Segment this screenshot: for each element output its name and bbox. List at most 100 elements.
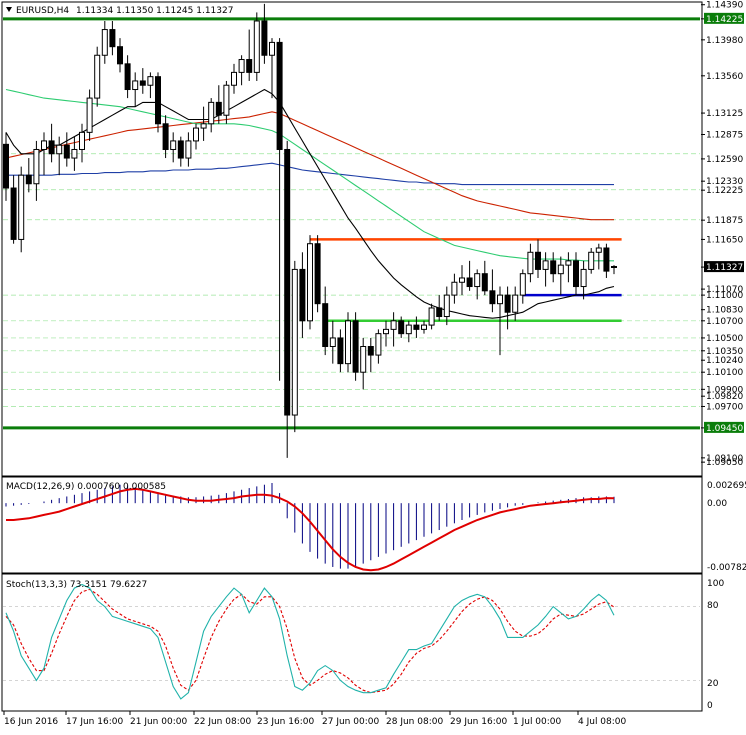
candle-body xyxy=(611,265,617,268)
candle-body xyxy=(276,41,283,150)
candle-body xyxy=(193,127,199,142)
candle-body xyxy=(223,84,230,116)
price-axis-label: 1.14390 xyxy=(706,1,743,11)
candle-body xyxy=(383,328,389,335)
ohlc-label: 1.11334 1.11350 1.11245 1.11327 xyxy=(76,6,233,16)
candle-body xyxy=(428,307,435,326)
candle-body xyxy=(56,144,63,155)
candle-body xyxy=(3,143,9,189)
time-axis: 16 Jun 2016 17 Jun 16:00 21 Jun 00:00 22 Ju… xyxy=(3,711,627,727)
stoch-main-line xyxy=(5,583,615,700)
time-axis-label: 1 Jul 00:00 xyxy=(513,717,562,727)
candle-body xyxy=(162,123,169,150)
candle-body xyxy=(413,324,420,330)
price-axis-label: 1.09820 xyxy=(706,392,743,402)
candle-body xyxy=(101,29,108,56)
time-axis-label: 22 Jun 08:00 xyxy=(194,717,251,727)
price-axis-label: 1.09900 xyxy=(706,385,743,395)
candlesticks xyxy=(3,3,617,458)
ma-mid-line xyxy=(5,88,614,262)
price-label-highlight xyxy=(704,421,744,433)
price-axis-label: 1.10500 xyxy=(706,334,743,344)
candle-body xyxy=(345,320,351,365)
candle-body xyxy=(436,307,443,318)
candle-body xyxy=(208,101,215,125)
candle-body xyxy=(215,101,222,116)
candle-body xyxy=(177,140,184,159)
stoch-axis-label: 0 xyxy=(707,701,713,711)
candle-body xyxy=(314,243,321,305)
candle-body xyxy=(466,277,473,288)
candle-body xyxy=(284,148,291,416)
candle-body xyxy=(132,80,139,91)
time-axis-label: 21 Jun 00:00 xyxy=(130,717,187,727)
time-axis-label: 27 Jun 00:00 xyxy=(322,717,379,727)
candle-body xyxy=(595,247,602,253)
dropdown-triangle-icon[interactable] xyxy=(6,7,12,12)
candle-body xyxy=(155,76,161,125)
candle-body xyxy=(170,140,177,150)
time-axis-label: 29 Jun 16:00 xyxy=(450,717,507,727)
candle-body xyxy=(269,41,275,56)
candle-body xyxy=(557,264,564,275)
candle-body xyxy=(329,337,336,348)
candle-body xyxy=(299,268,306,322)
candle-body xyxy=(86,97,93,133)
price-axis-label: 1.12225 xyxy=(706,186,743,196)
time-axis-label: 23 Jun 16:00 xyxy=(257,717,314,727)
candle-body xyxy=(535,251,541,270)
symbol-label: EURUSD,H4 xyxy=(16,6,69,16)
candle-body xyxy=(25,174,32,185)
ma-long-line xyxy=(6,162,614,186)
candle-body xyxy=(238,59,245,73)
candle-body xyxy=(41,140,47,150)
time-axis-label: 28 Jun 08:00 xyxy=(386,717,443,727)
macd-label: MACD(12,26,9) 0.000760 0.000585 xyxy=(6,482,166,492)
stoch-axis-label: 20 xyxy=(707,679,719,689)
candle-body xyxy=(63,144,70,159)
candle-body xyxy=(451,281,458,296)
price-axis-label: 1.10350 xyxy=(706,347,743,357)
candle-body xyxy=(261,20,268,56)
candle-body xyxy=(580,268,587,288)
ma-slow-line xyxy=(5,111,614,221)
stochastic-indicator xyxy=(3,583,700,700)
stoch-axis-label: 80 xyxy=(707,601,719,611)
price-axis-label: 1.12590 xyxy=(706,155,743,165)
candle-body xyxy=(573,260,579,288)
candle-body xyxy=(405,324,412,335)
price-axis-label: 1.09700 xyxy=(706,402,743,412)
candle-body xyxy=(352,320,359,373)
price-label-highlight xyxy=(704,12,744,24)
price-axis-label: 1.10700 xyxy=(706,317,743,327)
time-axis-label: 4 Jul 08:00 xyxy=(578,717,627,727)
candle-body xyxy=(246,59,253,73)
stoch-signal-line xyxy=(5,588,615,694)
candle-body xyxy=(337,337,344,365)
price-axis-label: 1.09050 xyxy=(706,458,743,468)
candle-body xyxy=(10,187,17,240)
candle-body xyxy=(443,294,450,318)
price-label-highlight xyxy=(704,261,744,273)
candle-body xyxy=(527,251,534,275)
price-axis-label: 1.09450 xyxy=(706,424,743,434)
candle-body xyxy=(94,54,101,99)
price-axis-label: 1.11875 xyxy=(706,216,743,226)
price-axis-label: 1.10240 xyxy=(706,356,743,366)
candle-body xyxy=(291,268,298,416)
candle-body xyxy=(481,273,488,292)
candle-body xyxy=(398,320,405,335)
horizontal-levels xyxy=(3,17,700,430)
candle-body xyxy=(307,243,313,322)
macd-signal-line xyxy=(6,487,615,572)
price-axis-label: 1.13980 xyxy=(706,36,743,46)
price-axis-label: 1.11650 xyxy=(706,235,743,245)
chart-header: EURUSD,H4 1.11334 1.11350 1.11245 1.1132… xyxy=(6,6,233,16)
stoch-label: Stoch(13,3,3) 73.3151 79.6227 xyxy=(6,580,147,590)
price-axis-label: 1.12330 xyxy=(706,177,743,187)
macd-axis-label: 0.002695 xyxy=(707,481,746,491)
price-axis-label: 1.13560 xyxy=(706,72,743,82)
price-axis-label: 1.11327 xyxy=(706,263,743,273)
candle-body xyxy=(253,20,260,73)
